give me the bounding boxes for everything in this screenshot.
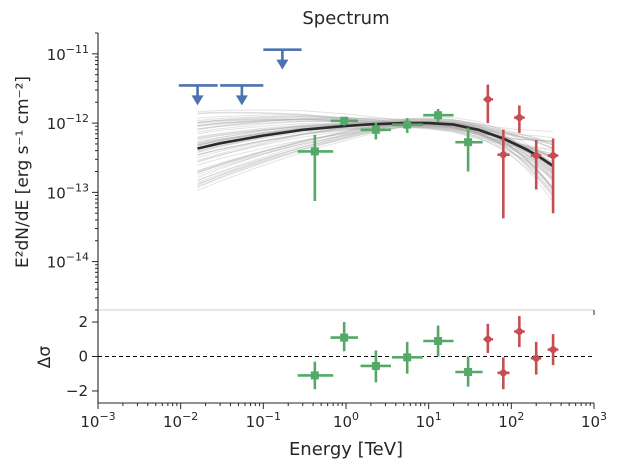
upper-red-point-marker — [532, 152, 540, 160]
residual-green-point-marker — [464, 368, 473, 376]
model-sample-line — [197, 115, 554, 159]
residual-red-point-marker — [499, 369, 507, 377]
residual-green-point-marker — [434, 337, 443, 345]
lower-y-tick-label: 2 — [78, 313, 88, 331]
chart-title: Spectrum — [302, 8, 389, 29]
upper-green-point-marker — [310, 147, 319, 156]
x-axis-label: Energy [TeV] — [289, 439, 403, 460]
model-sample-line — [197, 120, 554, 143]
upper-red-point-marker — [499, 151, 507, 159]
x-tick-label: 100 — [333, 410, 359, 431]
residual-red-point-marker — [549, 346, 557, 354]
model-sample-line — [197, 118, 554, 189]
upper-green-point-marker — [434, 111, 443, 120]
points-layer — [178, 48, 559, 390]
upper-red-point-marker — [549, 152, 557, 160]
upper-limit-arrow — [191, 95, 204, 106]
y-axis-label-lower: Δσ — [35, 346, 55, 369]
lower-y-tick-label: −2 — [66, 382, 88, 400]
upper-y-tick-label: 10−14 — [47, 251, 89, 272]
residual-green-point-marker — [403, 353, 412, 362]
upper-green-point-marker — [371, 125, 380, 134]
upper-y-tick-label: 10−11 — [47, 43, 89, 64]
model-sample-line — [197, 109, 554, 195]
x-tick-label: 103 — [581, 410, 607, 431]
upper-y-tick-label: 10−13 — [47, 181, 89, 202]
upper-red-point-marker — [515, 114, 523, 122]
model-layer — [197, 121, 554, 168]
lower-y-tick-label: 0 — [78, 348, 88, 366]
y-axis-label-upper: E²dN/dE [erg s⁻¹ cm⁻²] — [13, 76, 33, 268]
upper-green-point-marker — [340, 116, 349, 125]
residual-red-point-marker — [515, 328, 523, 336]
residual-green-point-marker — [310, 371, 319, 380]
model-sample-line — [197, 116, 554, 174]
x-tick-label: 101 — [416, 410, 442, 431]
upper-red-point-marker — [484, 95, 492, 103]
model-sample-line — [197, 115, 554, 180]
x-tick-label: 10−1 — [246, 410, 281, 431]
best-fit-model-line — [197, 121, 554, 168]
upper-y-tick-label: 10−12 — [47, 112, 89, 133]
model-sample-line — [197, 118, 554, 176]
upper-limit-arrow — [235, 95, 248, 106]
ticks-layer: 10−11 10−12 10−13 10−14 2 0 −2 10−3 10−2 10−1 100 1… — [47, 32, 607, 431]
x-tick-label: 10−2 — [163, 410, 198, 431]
axes-layer — [97, 33, 595, 404]
model-sample-line — [197, 121, 554, 158]
residual-red-point-marker — [532, 354, 540, 362]
residual-green-point-marker — [340, 333, 349, 342]
x-tick-label: 10−3 — [80, 410, 115, 431]
model-sample-line — [197, 114, 554, 166]
residual-green-point-marker — [371, 361, 380, 370]
upper-green-point-marker — [403, 120, 412, 129]
x-tick-label: 102 — [498, 410, 524, 431]
upper-limit-arrow — [276, 59, 289, 70]
model-sample-line — [197, 118, 554, 190]
residual-red-point-marker — [484, 335, 492, 343]
upper-green-point-marker — [464, 138, 473, 147]
model-sample-line — [197, 118, 554, 193]
model-sample-line — [197, 111, 554, 180]
